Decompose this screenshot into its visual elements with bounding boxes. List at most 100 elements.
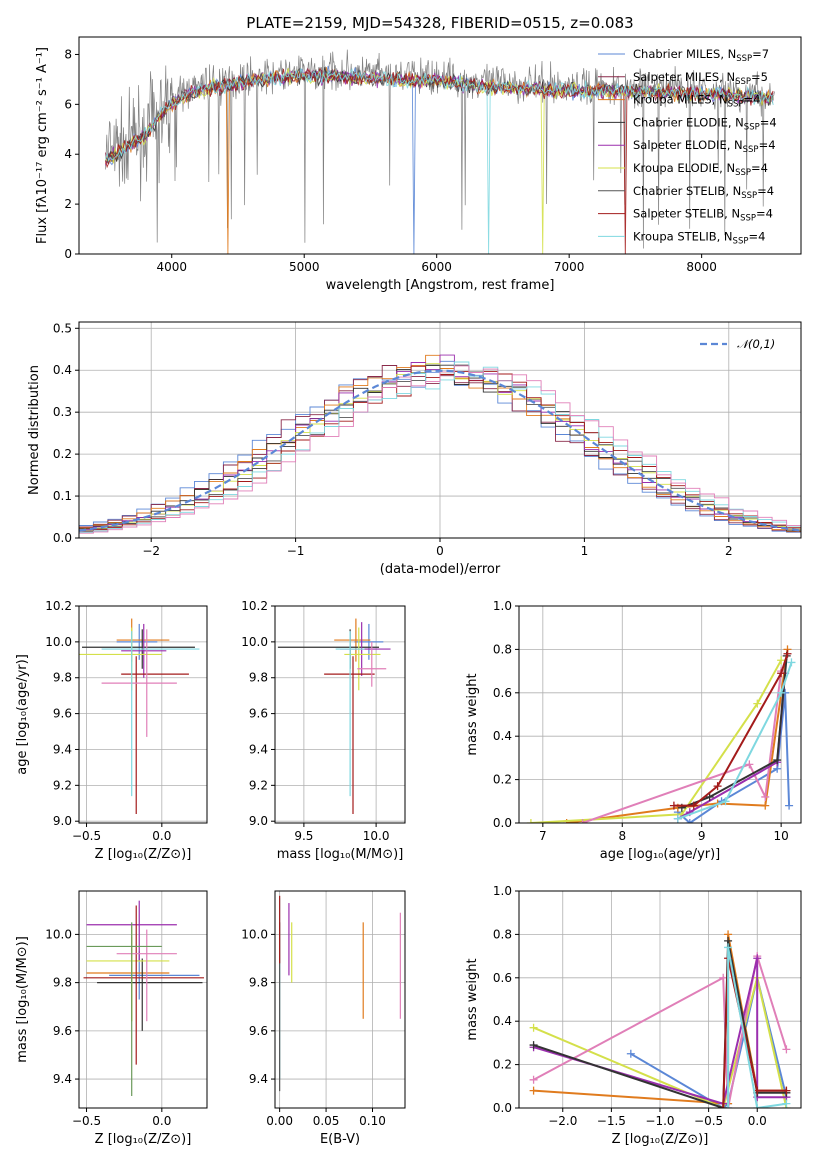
data-point-marker [783,649,792,658]
x-tick-label: −0.5 [72,1114,101,1128]
y-tick-label: 9.8 [53,976,72,990]
series-line [530,659,782,823]
data-point-marker [721,797,730,806]
x-tick-label: 8 [618,829,626,843]
y-tick-label: 0.5 [53,321,72,335]
axes-frame [518,605,802,824]
axes-frame [78,36,802,255]
plot-area-7 [519,891,801,1108]
panel-7: −2.0 −1.5 −1.0 −0.5 0.0 0.0 0.2 0.4 0.6 0.8 1.0 Z [… [465,884,802,1147]
data-point-marker [787,658,796,667]
y-tick-label: 10.2 [241,599,268,613]
x-tick-label: −1.5 [597,1114,626,1128]
legend-label: Salpeter STELIB, NSSP=4 [633,207,773,224]
panel-2: −0.5 0.0 9.0 9.2 9.4 9.6 9.8 10.0 10.2 Z [log₁₀(Z… [15,599,208,862]
plot-area-0 [105,49,775,254]
y-tick-label: 10.0 [241,927,268,941]
y-tick-label: 0.6 [493,971,512,985]
legend-label: Salpeter ELODIE, NSSP=4 [633,138,776,155]
y-tick-label: 9.6 [53,707,72,721]
x-tick-label: 0.0 [152,1114,171,1128]
data-point-marker [713,782,722,791]
data-point-marker [777,669,786,678]
y-tick-label: 0.4 [493,1014,512,1028]
y-tick-label: 0.0 [493,816,512,830]
x-tick-label: 0.00 [266,1114,293,1128]
x-axis-label: age [log₁₀(age/yr)] [600,847,721,862]
x-tick-label: 10.0 [363,829,390,843]
y-tick-label: 0.2 [53,447,72,461]
legend-label: Salpeter MILES, NSSP=5 [633,70,768,87]
data-point-marker [673,814,682,823]
series-line [677,692,791,823]
y-tick-label: 9.4 [249,1072,268,1086]
series-line [533,955,788,1108]
data-point-marker [578,819,587,823]
data-point-marker [753,954,762,963]
x-tick-label: 7 [539,829,547,843]
data-point-marker [529,1086,538,1095]
plot-area-1 [79,322,801,538]
y-tick-label: 0.8 [493,927,512,941]
y-tick-label: 0.2 [493,1058,512,1072]
y-tick-label: 9.8 [53,671,72,685]
y-tick-label: 0.3 [53,405,72,419]
y-tick-label: 9.6 [249,707,268,721]
y-tick-label: 9.0 [249,814,268,828]
series-line [673,653,789,807]
x-tick-label: 0.0 [152,829,171,843]
x-axis-label: E(B-V) [320,1132,360,1147]
data-point-marker [529,1023,538,1032]
data-point-marker [753,1104,762,1108]
y-tick-label: 4 [64,147,72,161]
y-tick-label: 10.0 [45,927,72,941]
panel-0: 4000 5000 6000 7000 8000 0 2 4 6 8 wavelength [Ang… [35,36,802,293]
y-tick-label: 9.8 [249,976,268,990]
data-point-marker [669,801,678,810]
axes-frame [274,605,406,824]
plot-area-2 [79,606,207,823]
panel-6: 0.00 0.05 0.10 9.4 9.6 9.8 10.0 E(B-V) [241,890,406,1147]
x-axis-label: wavelength [Angstrom, rest frame] [326,278,555,293]
model-salpeter-stelib [105,68,774,254]
histogram-step [79,361,801,533]
plot-area-4 [519,606,801,823]
axes-frame [78,605,208,824]
axes-frame [274,890,406,1109]
x-tick-label: 2 [725,544,733,558]
figure-title: PLATE=2159, MJD=54328, FIBERID=0515, z=0… [246,14,633,32]
data-point-marker [724,1104,733,1108]
data-point-marker [777,688,786,697]
x-tick-label: 5000 [289,260,320,274]
y-tick-label: 9.8 [249,671,268,685]
x-tick-label: −2 [142,544,160,558]
y-tick-label: 9.6 [53,1024,72,1038]
y-tick-label: 1.0 [493,884,512,898]
data-point-marker [724,943,733,952]
y-tick-label: 0.6 [493,686,512,700]
x-tick-label: 8000 [686,260,717,274]
legend-label: Chabrier STELIB, NSSP=4 [633,184,774,201]
y-axis-label: Normed distribution [27,365,42,495]
y-tick-label: 9.4 [249,742,268,756]
y-tick-label: 0.8 [493,642,512,656]
gaussian-curve [79,369,801,532]
x-tick-label: 6000 [421,260,452,274]
legend-label: Kroupa MILES, NSSP=4 [633,93,760,110]
y-tick-label: 6 [64,97,72,111]
model-kroupa-stelib [105,67,774,254]
y-tick-label: 8 [64,47,72,61]
series-line [681,655,788,809]
x-tick-label: 9.5 [294,829,313,843]
data-point-marker [719,973,728,982]
x-tick-label: −0.5 [694,1114,723,1128]
x-tick-label: 0.05 [313,1114,340,1128]
legend-label: Kroupa STELIB, NSSP=4 [633,229,765,246]
panel-3: 9.5 10.0 9.0 9.2 9.4 9.6 9.8 10.0 10.2 mass [log₁… [241,599,406,862]
y-tick-label: 9.0 [53,814,72,828]
plot-area-5 [79,891,207,1108]
x-axis-label: mass [log₁₀(M/M⊙)] [277,847,404,862]
data-point-marker [626,1049,635,1058]
legend-label: 𝒩(0,1) [737,337,775,351]
